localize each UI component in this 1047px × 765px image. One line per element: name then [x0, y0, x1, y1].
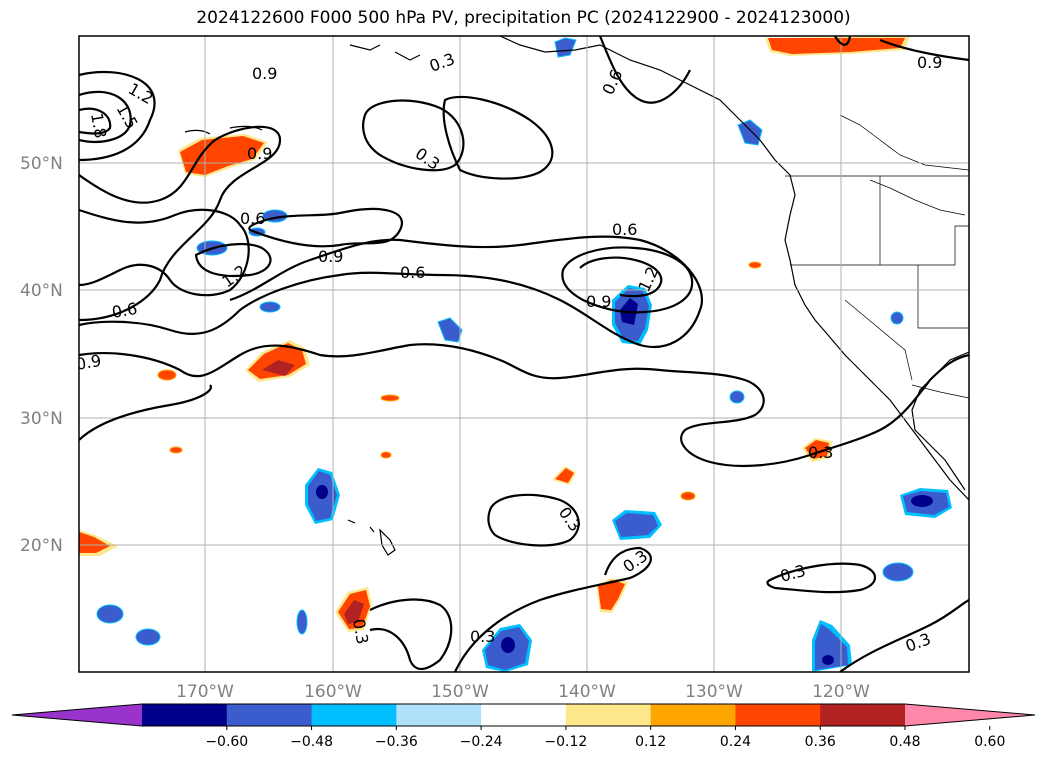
colorbar-tick-label: 0.12: [635, 734, 666, 750]
contour-label: 0.3: [555, 503, 585, 535]
colorbar: −0.60 −0.48 −0.36 −0.24 −0.12 0.12 0.24 0.36 0.4…: [11, 703, 1036, 750]
contour-label: 1.8: [87, 111, 110, 139]
precip-positive-patches: [79, 36, 910, 632]
contour-label: 0.3: [903, 629, 933, 656]
colorbar-tick-label: 0.24: [720, 734, 751, 750]
contour-label: 0.9: [917, 53, 942, 72]
contour-label: 0.6: [110, 299, 138, 322]
colorbar-tick-label: −0.36: [375, 734, 418, 750]
contour-label: 0.6: [240, 209, 265, 228]
colorbar-swatch: [820, 704, 906, 726]
pv-contours: [79, 36, 969, 672]
political-borders: [785, 114, 969, 399]
colorbar-swatch: [650, 704, 736, 726]
gridlines: [79, 36, 969, 672]
contour-label: 1.5: [113, 101, 142, 133]
colorbar-swatch: [226, 704, 313, 726]
colorbar-tick-label: 0.60: [974, 734, 1005, 750]
contour-label: 0.6: [400, 263, 425, 282]
colorbar-tick-label: −0.60: [205, 734, 248, 750]
lat-label: 30°N: [20, 409, 63, 429]
colorbar-outline: [11, 703, 1036, 727]
colorbar-swatch: [396, 704, 482, 726]
longitude-labels: 170°W 160°W 150°W 140°W 130°W 120°W: [176, 682, 870, 702]
colorbar-tick-label: −0.24: [460, 734, 503, 750]
contour-label: 0.9: [318, 247, 343, 266]
colorbar-swatch: [311, 704, 397, 726]
lon-label: 160°W: [304, 682, 362, 702]
contour-label: 0.3: [470, 627, 495, 646]
colorbar-swatch: [481, 704, 567, 726]
map-area: 1.2 1.5 1.8 0.9 0.3 0.6 0.9 0.6 1.2 0.9 …: [74, 36, 969, 672]
colorbar-swatch: [142, 704, 228, 726]
colorbar-swatch: [735, 704, 821, 726]
colorbar-extend-high: [905, 704, 1035, 726]
contour-label: 0.3: [349, 617, 372, 645]
contour-label: 0.3: [808, 443, 833, 462]
lon-label: 170°W: [176, 682, 234, 702]
lon-label: 130°W: [685, 682, 743, 702]
contour-label: 0.6: [598, 67, 626, 98]
contour-label: 0.3: [427, 49, 457, 76]
contour-label: 0.9: [586, 292, 611, 311]
precip-negative-patches: [96, 37, 952, 672]
colorbar-tick-label: 0.48: [889, 734, 920, 750]
colorbar-tick-label: −0.48: [290, 734, 333, 750]
contour-label: 0.9: [74, 351, 102, 374]
colorbar-swatch: [565, 704, 652, 726]
colorbar-tick-label: −0.12: [544, 734, 587, 750]
lon-label: 150°W: [431, 682, 489, 702]
lat-label: 40°N: [20, 281, 63, 301]
colorbar-extend-low: [12, 704, 142, 726]
lon-label: 120°W: [812, 682, 870, 702]
contour-label: 0.9: [247, 144, 272, 163]
chart-title: 2024122600 F000 500 hPa PV, precipitatio…: [196, 8, 851, 28]
contour-label: 0.3: [778, 561, 808, 586]
map-frame: [78, 35, 970, 673]
colorbar-tick-label: 0.36: [805, 734, 836, 750]
contour-label: 0.6: [612, 220, 637, 239]
lon-label: 140°W: [558, 682, 616, 702]
lat-label: 50°N: [20, 154, 63, 174]
contour-label: 0.9: [252, 64, 277, 83]
lat-label: 20°N: [20, 536, 63, 556]
latitude-labels: 50°N 40°N 30°N 20°N: [20, 154, 63, 556]
